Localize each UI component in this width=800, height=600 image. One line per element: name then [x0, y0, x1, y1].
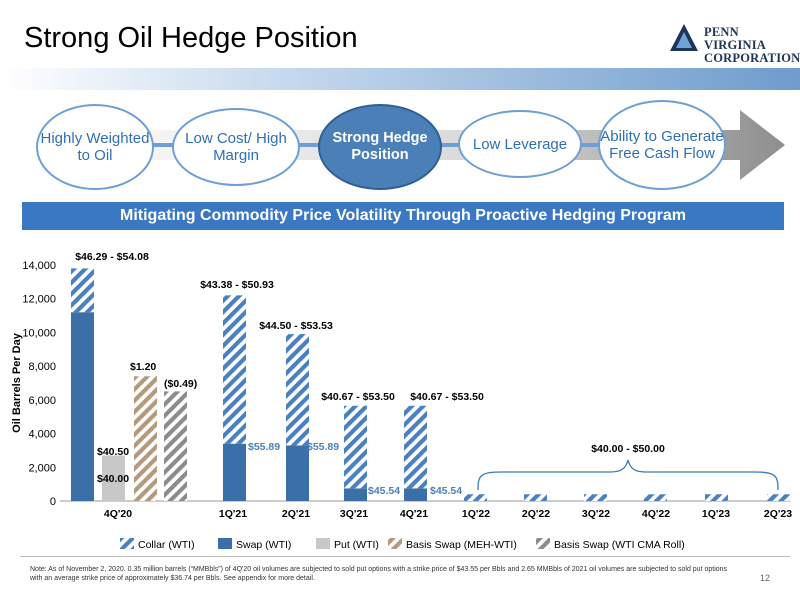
bar-put-4q20: [102, 455, 125, 501]
footnote: Note: As of November 2, 2020. 0.35 milli…: [30, 566, 728, 582]
legend-swatch: [218, 538, 232, 549]
data-label: $55.89: [248, 441, 280, 453]
bar-collar: [767, 494, 790, 501]
x-tick-label: 3Q'21: [340, 508, 368, 520]
data-label: $40.67 - $53.50: [410, 391, 484, 403]
legend-swatch: [316, 538, 330, 549]
x-tick-label: 4Q'21: [400, 508, 428, 520]
bar-collar: [584, 494, 607, 501]
y-tick-label: 12,000: [22, 294, 56, 306]
x-tick-label: 1Q'21: [219, 508, 247, 520]
bar-collar: [464, 494, 487, 501]
data-label: $46.29 - $54.08: [75, 251, 149, 263]
bar-collar: [404, 405, 427, 489]
legend-swatch: [388, 538, 402, 549]
legend-label: Basis Swap (WTI CMA Roll): [554, 539, 685, 551]
bar-basis-cma-4q20: [164, 391, 187, 501]
legend-label: Put (WTI): [334, 539, 379, 551]
x-tick-label: 1Q'23: [702, 508, 730, 520]
y-tick-label: 8,000: [28, 361, 56, 373]
bar-collar: [223, 295, 246, 444]
y-tick-label: 4,000: [28, 429, 56, 441]
x-tick-label: 3Q'22: [582, 508, 610, 520]
y-tick-label: 0: [50, 496, 56, 508]
flow-step-2: Low Cost/ High Margin: [172, 108, 300, 186]
logo-line-1: PENN VIRGINIA: [704, 25, 767, 52]
data-label: $40.00: [97, 473, 129, 485]
header-stripe: [0, 68, 800, 90]
bar-basis-meh-4q20: [134, 376, 157, 501]
bar-collar: [524, 494, 547, 501]
data-label: $43.38 - $50.93: [200, 279, 274, 291]
bar-swap: [404, 488, 427, 501]
legend-label: Swap (WTI): [236, 539, 291, 551]
bar-swap: [223, 443, 246, 501]
data-label: $40.00 - $50.00: [591, 443, 665, 455]
bar-collar-4q20: [71, 268, 94, 313]
flow-step-label: Highly Weighted to Oil: [40, 130, 150, 164]
y-axis-label: Oil Barrels Per Day: [11, 332, 23, 433]
flow-step-label: Low Leverage: [472, 135, 568, 153]
legend-label: Basis Swap (MEH-WTI): [406, 539, 517, 551]
brace-bracket: [477, 459, 779, 491]
y-tick-label: 6,000: [28, 395, 56, 407]
footer-divider: [20, 556, 790, 557]
bar-swap: [344, 488, 367, 501]
data-label: $45.54: [368, 485, 400, 497]
x-tick-label: 2Q'22: [522, 508, 550, 520]
legend-swatch: [536, 538, 550, 549]
data-label: ($0.49): [164, 378, 197, 390]
x-tick-label: 1Q'22: [462, 508, 490, 520]
x-tick-label: 4Q'20: [104, 508, 132, 520]
logo-line-2: CORPORATION: [704, 51, 800, 65]
data-label: $1.20: [130, 361, 156, 373]
page-number: 12: [760, 573, 771, 583]
flow-step-label: Strong Hedge Position: [332, 130, 428, 163]
x-tick-label: 2Q'23: [764, 508, 792, 520]
bar-collar: [705, 494, 728, 501]
data-label: $40.67 - $53.50: [321, 391, 395, 403]
flow-step-label: Ability to Generate Free Cash Flow: [600, 128, 724, 162]
flow-step-3: Strong Hedge Position: [318, 104, 442, 190]
flow-step-label: Low Cost/ High Margin: [185, 130, 287, 164]
bar-collar: [344, 405, 367, 489]
data-label: $55.92: [97, 305, 129, 317]
legend-label: Collar (WTI): [138, 539, 195, 551]
data-label: $44.50 - $53.53: [259, 320, 333, 332]
hedge-chart: 0 2,000 4,000 6,000 8,000 10,000 12,000 14,000 O…: [11, 251, 792, 551]
logo-triangle-icon: [670, 24, 698, 51]
y-tick-label: 2,000: [28, 462, 56, 474]
y-tick-label: 14,000: [22, 260, 56, 272]
x-tick-label: 2Q'21: [282, 508, 310, 520]
y-tick-label: 10,000: [22, 327, 56, 339]
bar-swap: [286, 445, 309, 501]
page-title: Strong Oil Hedge Position: [24, 22, 358, 54]
data-label: $45.54: [430, 485, 462, 497]
company-logo: PENN VIRGINIA CORPORATION: [668, 22, 800, 65]
legend-swatch: [120, 538, 134, 549]
flow-step-1: Highly Weighted to Oil: [36, 104, 154, 190]
flow-step-5: Ability to Generate Free Cash Flow: [598, 100, 726, 190]
bar-collar: [286, 334, 309, 446]
data-label: $55.89: [307, 441, 339, 453]
chart-subtitle-bar: Mitigating Commodity Price Volatility Th…: [22, 202, 784, 230]
bar-swap-4q20: [71, 312, 94, 501]
x-tick-label: 4Q'22: [642, 508, 670, 520]
flow-step-4: Low Leverage: [458, 110, 582, 178]
bar-collar: [644, 494, 667, 501]
data-label: $40.50: [97, 446, 129, 458]
